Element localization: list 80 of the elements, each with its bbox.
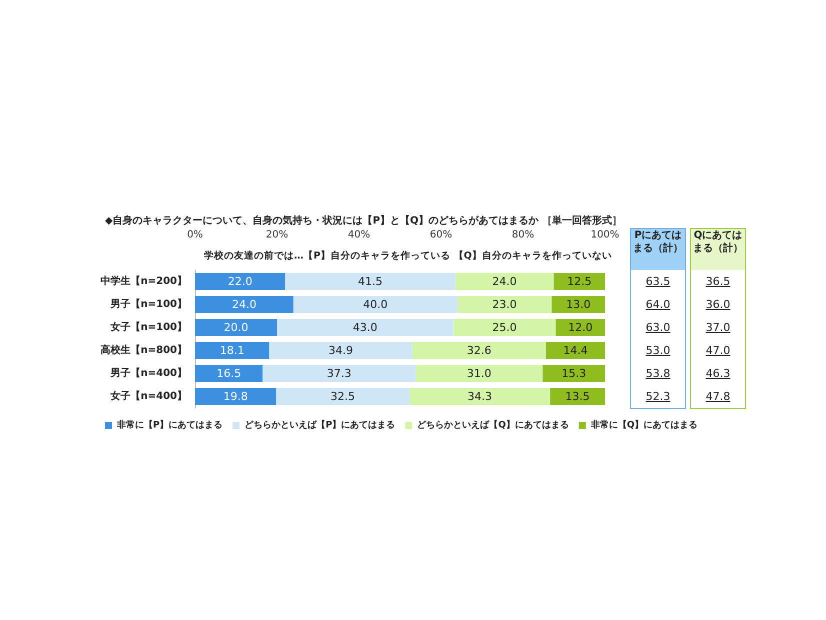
data-label: 43.0 bbox=[352, 321, 378, 334]
bar bbox=[195, 273, 286, 290]
text: 64.0 bbox=[646, 298, 670, 311]
bar bbox=[195, 319, 277, 336]
data-label: 34.3 bbox=[467, 390, 492, 403]
bar bbox=[550, 388, 605, 405]
legend-label: どちらかといえば【Q】にあてはまる bbox=[417, 420, 569, 430]
data-label: 31.0 bbox=[466, 367, 492, 380]
y-tick-label: 女子【n=100】 bbox=[110, 321, 187, 333]
data-label: 22.0 bbox=[228, 275, 252, 288]
bar bbox=[556, 319, 605, 336]
data-label: 14.4 bbox=[563, 344, 588, 357]
bar bbox=[195, 388, 276, 405]
bar bbox=[409, 388, 550, 405]
text: 36.0 bbox=[706, 298, 730, 311]
y-tick-label: 中学生【n=200】 bbox=[100, 275, 187, 287]
chart-title: ◆自身のキャラクターについて、自身の気持ち・状況には【P】と【Q】のどちらがあてはまるか ［単一回答形式］ bbox=[105, 214, 622, 226]
legend-label: 非常に【Q】にあてはまる bbox=[590, 420, 698, 430]
text: 47.8 bbox=[706, 390, 730, 403]
bar bbox=[416, 365, 543, 382]
data-label: 20.0 bbox=[224, 321, 248, 334]
data-label: 32.5 bbox=[330, 390, 356, 403]
text: 47.0 bbox=[706, 344, 730, 357]
data-label: 37.3 bbox=[326, 367, 352, 380]
bar bbox=[277, 319, 454, 336]
bar bbox=[269, 342, 412, 359]
x-tick-label: 60% bbox=[430, 230, 452, 240]
data-label: 40.0 bbox=[363, 298, 388, 311]
text: 36.5 bbox=[706, 275, 730, 288]
x-tick-label: 80% bbox=[512, 230, 534, 240]
x-tick-label: 0% bbox=[187, 230, 203, 240]
bar bbox=[412, 342, 546, 359]
bar bbox=[455, 273, 554, 290]
data-label: 41.5 bbox=[358, 275, 383, 288]
bar bbox=[542, 365, 605, 382]
text: 53.8 bbox=[646, 367, 670, 380]
bar bbox=[293, 296, 458, 313]
y-tick-label: 高校生【n=800】 bbox=[100, 344, 187, 356]
data-label: 19.8 bbox=[223, 390, 248, 403]
x-tick-label: 20% bbox=[266, 230, 288, 240]
text: 52.3 bbox=[646, 390, 670, 403]
x-tick-label: 40% bbox=[348, 230, 370, 240]
bar bbox=[276, 388, 410, 405]
bar bbox=[546, 342, 605, 359]
x-tick-label: 100% bbox=[590, 230, 620, 240]
data-label: 13.0 bbox=[566, 298, 591, 311]
bar bbox=[195, 365, 263, 382]
bar bbox=[195, 342, 270, 359]
text: Qにあてはまる（計） bbox=[691, 229, 745, 270]
data-label: 15.3 bbox=[562, 367, 586, 380]
data-label: 18.1 bbox=[220, 344, 244, 357]
bar bbox=[453, 319, 556, 336]
text: Pにあてはまる（計） bbox=[631, 229, 685, 270]
data-label: 25.0 bbox=[492, 321, 517, 334]
bar bbox=[552, 296, 605, 313]
y-tick-label: 男子【n=100】 bbox=[110, 298, 187, 310]
bar bbox=[262, 365, 416, 382]
bar bbox=[195, 296, 294, 313]
text: 63.5 bbox=[646, 275, 670, 288]
y-tick-label: 男子【n=400】 bbox=[110, 367, 187, 379]
data-label: 12.0 bbox=[568, 321, 593, 334]
text: 37.0 bbox=[706, 321, 730, 334]
data-label: 32.6 bbox=[466, 344, 492, 357]
legend-label: どちらかといえば【P】にあてはまる bbox=[244, 420, 396, 430]
bar bbox=[285, 273, 456, 290]
data-label: 13.5 bbox=[565, 390, 590, 403]
data-label: 24.0 bbox=[492, 275, 517, 288]
data-label: 24.0 bbox=[232, 298, 256, 311]
text: 63.0 bbox=[646, 321, 670, 334]
bar bbox=[554, 273, 605, 290]
legend-label: 非常に【P】にあてはまる bbox=[116, 420, 223, 430]
y-tick-label: 女子【n=400】 bbox=[110, 390, 187, 402]
chart-subtitle: 学校の友達の前では…【P】自分のキャラを作っている 【Q】自分のキャラを作っていない bbox=[204, 250, 612, 262]
data-label: 16.5 bbox=[216, 367, 242, 380]
data-label: 12.5 bbox=[567, 275, 592, 288]
data-label: 23.0 bbox=[492, 298, 517, 311]
bar bbox=[457, 296, 552, 313]
text: 46.3 bbox=[706, 367, 730, 380]
data-label: 34.9 bbox=[328, 344, 354, 357]
text: 53.0 bbox=[646, 344, 670, 357]
